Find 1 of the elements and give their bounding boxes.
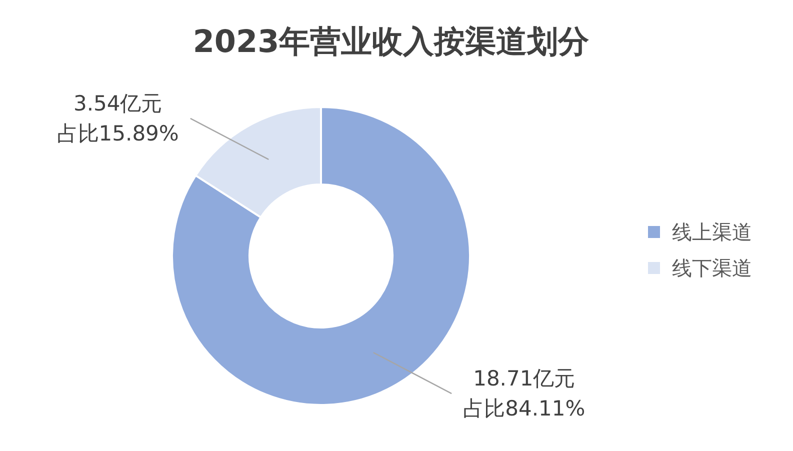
title: 2023年营业收入按渠道划分 — [192, 24, 590, 60]
